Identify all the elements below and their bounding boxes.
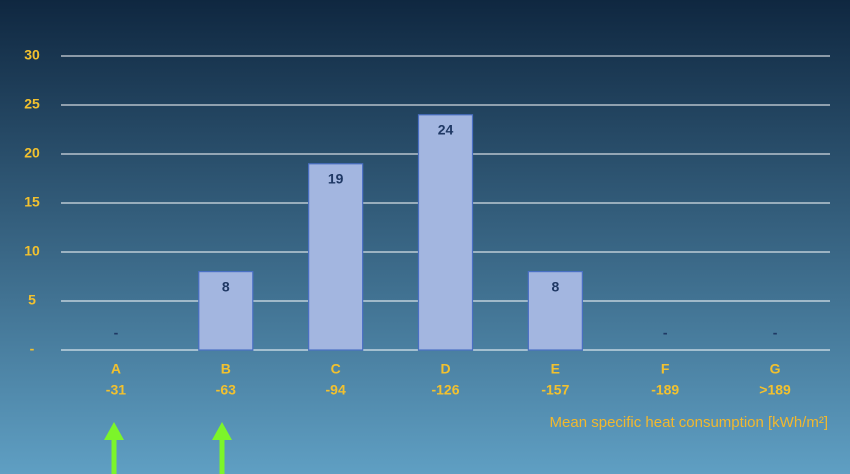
y-tick-label: 20 [24,145,40,161]
x-tick-label: G [770,361,781,377]
bar [308,163,364,351]
value-label: 8 [222,278,230,294]
x-tick-label: F [661,361,670,377]
y-tick-label: - [30,341,35,357]
value-label: 19 [328,171,344,187]
x-tick-sublabel: -31 [106,382,126,398]
value-label: 8 [551,278,559,294]
x-tick-sublabel: -126 [431,382,459,398]
bar [417,114,474,351]
y-tick-label: 25 [24,96,40,112]
bar [527,271,583,351]
value-label: 24 [438,122,454,138]
x-tick-label: C [331,361,341,377]
bar [198,271,254,351]
x-tick-sublabel: -157 [541,382,569,398]
arrows [104,422,232,474]
value-label: - [114,325,119,341]
y-tick-label: 10 [24,243,40,259]
value-label: - [663,325,668,341]
x-tick-label: D [440,361,450,377]
y-tick-label: 15 [24,194,40,210]
x-tick-label: E [551,361,560,377]
x-axis-title: Mean specific heat consumption [kWh/m²] [550,414,828,431]
x-tick-sublabel: -94 [326,382,346,398]
x-tick-sublabel: -63 [216,382,236,398]
y-tick-label: 5 [28,292,36,308]
x-tick-label: A [111,361,121,377]
y-tick-label: 30 [24,47,40,63]
x-tick-sublabel: >189 [759,382,791,398]
x-tick-sublabel: -189 [651,382,679,398]
value-label: - [773,325,778,341]
x-tick-label: B [221,361,231,377]
